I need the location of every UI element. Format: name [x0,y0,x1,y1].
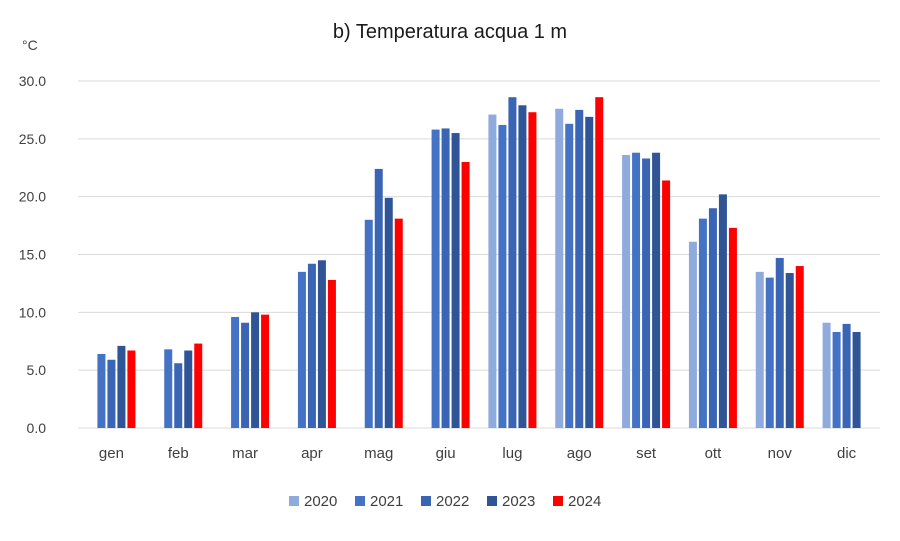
bar-2021-nov [765,277,774,428]
x-category-label: apr [301,445,323,462]
legend-label: 2024 [568,493,601,510]
x-category-label: mar [232,445,258,462]
x-category-label: lug [502,445,522,462]
bar-2021-ago [565,123,574,429]
bar-2020-ago [555,108,564,428]
x-category-label: ago [567,445,592,462]
chart-title: b) Temperatura acqua 1 m [333,21,567,43]
bar-2022-ago [575,109,584,429]
bar-2021-gen [97,353,106,428]
x-category-label: mag [364,445,393,462]
gridlines [78,80,880,429]
bar-2022-feb [174,363,183,428]
bar-2024-apr [327,279,336,428]
bar-2024-mag [394,218,403,428]
bar-2023-feb [184,350,193,428]
y-tick-label: 20.0 [19,189,46,205]
y-axis-ticks: 0.0 5.0 10.0 15.0 20.0 25.0 30.0 [19,73,46,436]
bar-2021-mag [364,219,373,428]
bar-2024-gen [127,350,136,428]
legend-label: 2020 [304,493,337,510]
legend-label: 2021 [370,493,403,510]
y-tick-label: 5.0 [27,362,47,378]
bar-2021-lug [498,124,507,428]
x-category-label: feb [168,445,189,462]
bar-2023-gen [117,345,126,428]
bar-2023-ago [585,116,594,429]
bar-2022-apr [307,263,316,428]
legend-swatch-2023 [487,496,497,506]
x-category-label: nov [768,445,793,462]
legend-swatch-2022 [421,496,431,506]
bar-2024-giu [461,161,470,428]
bar-2023-set [652,152,661,429]
bar-2023-mag [384,197,393,428]
bar-2021-feb [164,349,173,428]
bar-2020-lug [488,114,497,428]
bar-2024-feb [194,343,203,428]
y-tick-label: 15.0 [19,247,46,263]
bar-2022-giu [441,128,450,428]
bar-2024-ott [728,227,737,428]
bar-2021-apr [297,271,306,428]
bar-2022-set [642,158,651,428]
bar-2023-ott [718,194,727,428]
bar-2020-ott [688,241,697,428]
bars [97,97,861,429]
bar-2023-lug [518,105,527,428]
bar-2023-giu [451,133,460,429]
bar-2021-set [632,152,641,429]
bar-2021-ott [698,218,707,428]
y-tick-label: 25.0 [19,131,46,147]
bar-2022-nov [775,257,784,428]
bar-2023-dic [852,331,861,428]
x-category-label: gen [99,445,124,462]
legend-label: 2022 [436,493,469,510]
bar-2022-lug [508,97,517,429]
bar-2024-set [662,180,671,428]
bar-2020-dic [822,322,831,428]
legend: 2020 2021 2022 2023 2024 [289,493,601,510]
bar-2024-ago [595,97,604,429]
bar-2022-ott [708,208,717,428]
y-tick-label: 10.0 [19,304,46,320]
legend-swatch-2021 [355,496,365,506]
bar-2022-dic [842,323,851,428]
x-category-label: dic [837,445,857,462]
y-tick-label: 30.0 [19,73,46,89]
legend-label: 2023 [502,493,535,510]
x-axis-categories: gen feb mar apr mag giu lug ago set ott nov dic [99,445,857,462]
y-tick-label: 0.0 [27,420,47,436]
bar-2022-mag [374,168,383,428]
bar-2024-lug [528,112,537,428]
x-category-label: ott [705,445,723,462]
bar-2021-dic [832,331,841,428]
bar-2021-mar [231,316,240,428]
bar-2020-set [622,155,631,428]
bar-2022-gen [107,359,116,428]
bar-2023-nov [785,273,794,428]
legend-swatch-2024 [553,496,563,506]
bar-2024-mar [261,314,270,428]
x-category-label: set [636,445,657,462]
bar-2024-nov [795,266,804,428]
bar-2021-giu [431,129,440,428]
bar-2023-mar [251,312,260,428]
bar-2020-nov [755,271,764,428]
legend-swatch-2020 [289,496,299,506]
x-category-label: giu [436,445,456,462]
bar-2023-apr [317,260,326,428]
bar-2022-mar [241,322,250,428]
y-axis-unit-label: °C [22,37,38,53]
